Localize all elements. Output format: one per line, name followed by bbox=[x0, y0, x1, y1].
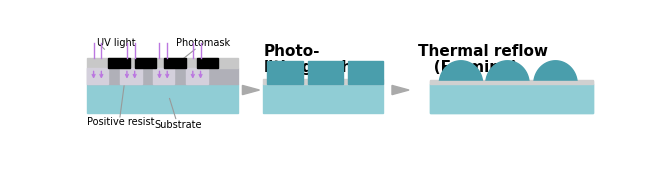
Bar bbox=[87, 69, 109, 84]
Text: Thermal reflow
   (Forming): Thermal reflow (Forming) bbox=[418, 44, 547, 75]
Bar bbox=[348, 61, 383, 84]
Polygon shape bbox=[486, 61, 529, 84]
Bar bbox=[164, 58, 186, 69]
Bar bbox=[308, 61, 343, 84]
Polygon shape bbox=[392, 85, 409, 95]
Bar bbox=[186, 69, 207, 84]
Bar bbox=[267, 61, 303, 84]
Text: Substrate: Substrate bbox=[154, 120, 201, 130]
Polygon shape bbox=[242, 85, 260, 95]
Bar bbox=[120, 69, 142, 84]
Bar bbox=[134, 58, 156, 69]
Bar bbox=[87, 58, 238, 69]
Bar bbox=[197, 58, 218, 69]
Bar bbox=[87, 69, 238, 84]
Bar bbox=[109, 58, 130, 69]
Text: Positive resist: Positive resist bbox=[87, 117, 154, 127]
Bar bbox=[87, 84, 238, 113]
Bar bbox=[430, 84, 592, 113]
Polygon shape bbox=[440, 61, 483, 84]
Text: UV light: UV light bbox=[97, 38, 135, 48]
Bar bbox=[263, 84, 383, 113]
Bar bbox=[430, 84, 592, 113]
Bar bbox=[263, 79, 383, 84]
Bar bbox=[430, 81, 592, 84]
Polygon shape bbox=[534, 61, 577, 84]
Text: Photomask: Photomask bbox=[175, 38, 230, 48]
Text: Photo-
lithography: Photo- lithography bbox=[263, 44, 363, 75]
Bar bbox=[430, 80, 592, 84]
Bar bbox=[152, 69, 174, 84]
